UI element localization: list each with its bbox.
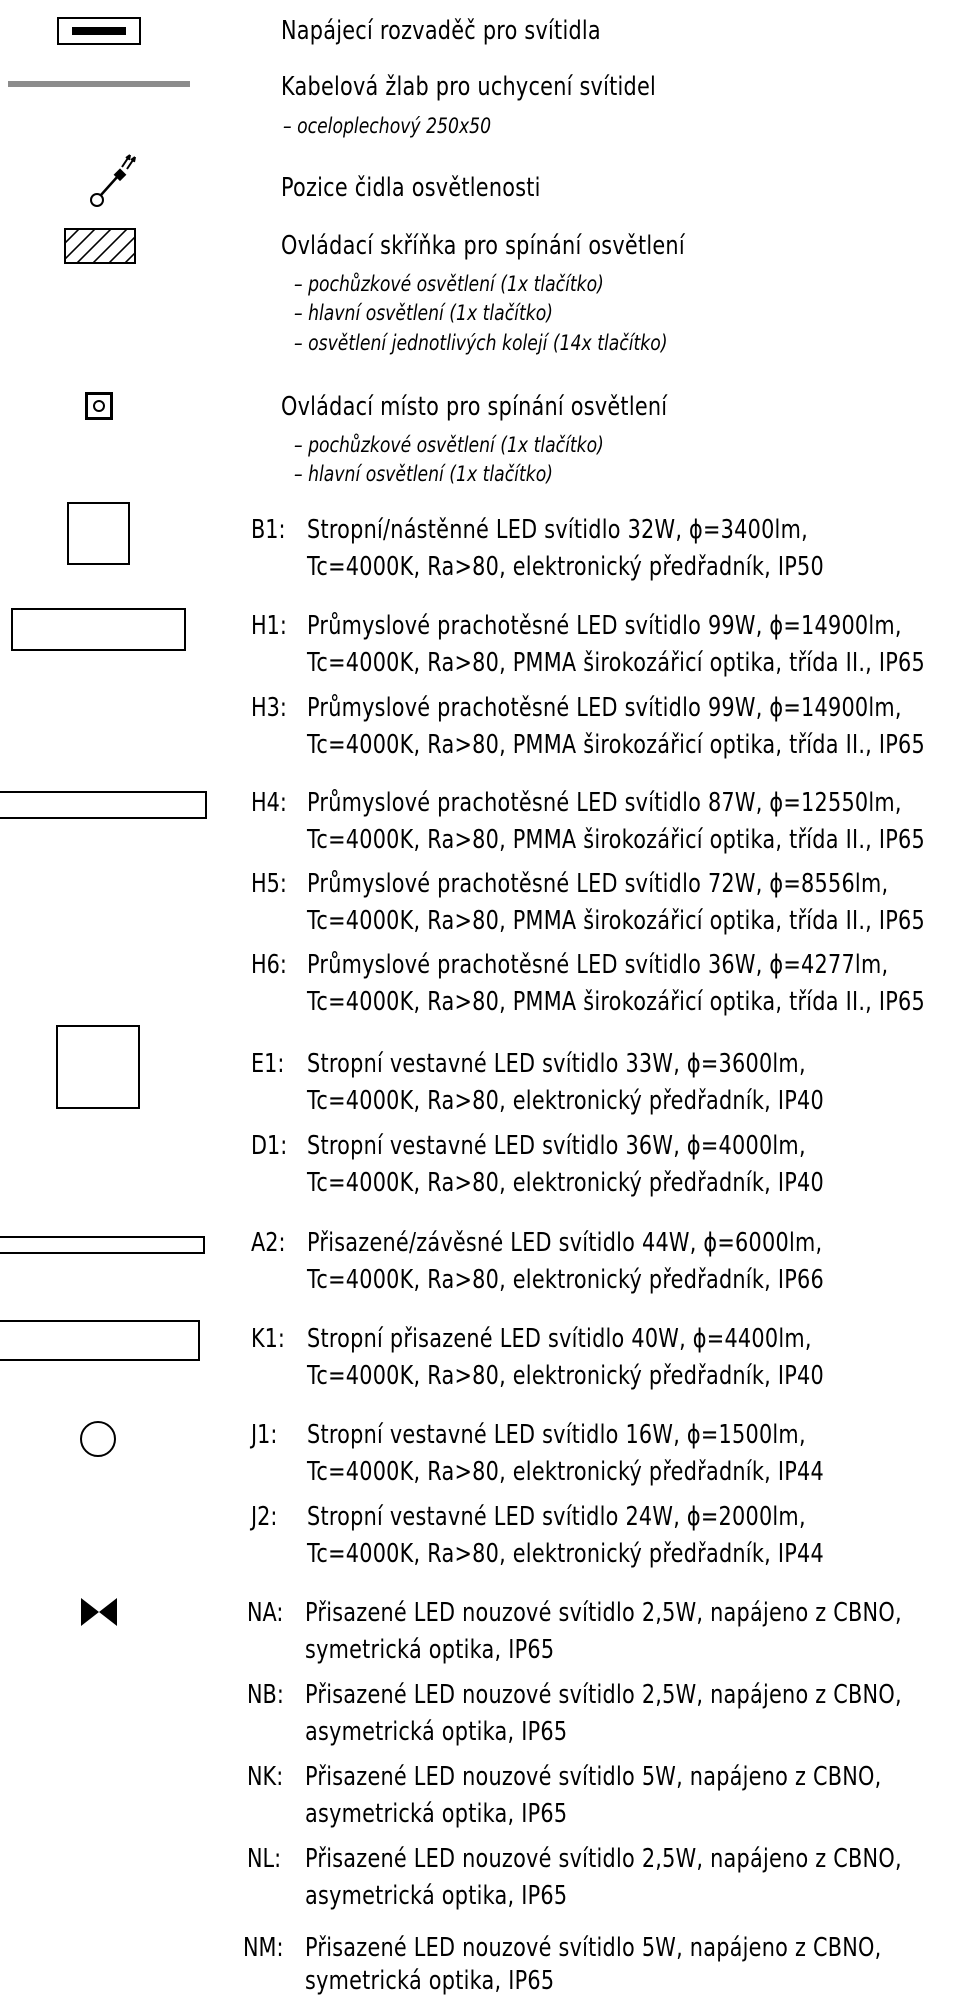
luminaire-desc: asymetrická optika, IP65 [305,1799,568,1829]
luminaire-desc: Tc=4000K, Ra>80, elektronický předřadník… [307,552,824,582]
luminaire-desc: Průmyslové prachotěsné LED svítidlo 36W,… [307,950,889,980]
legend-control-box-item: – hlavní osvětlení (1x tlačítko) [294,301,553,325]
luminaire-code: H6: [251,950,287,980]
luminaire-desc: Průmyslové prachotěsné LED svítidlo 99W,… [307,611,902,641]
luminaire-code: NA: [247,1598,284,1628]
legend-control-box: Ovládací skříňka pro spínání osvětlení [281,231,685,261]
luminaire-desc: Průmyslové prachotěsné LED svítidlo 99W,… [307,693,902,723]
emergency-light-symbol [81,1598,117,1626]
luminaire-desc: Přisazené LED nouzové svítidlo 5W, napáj… [305,1762,882,1792]
luminaire-desc: Přisazené LED nouzové svítidlo 5W, napáj… [305,1933,882,1963]
luminaire-desc: asymetrická optika, IP65 [305,1717,568,1747]
luminaire-h1-symbol [11,608,186,651]
luminaire-code: NB: [247,1680,284,1710]
luminaire-desc: Tc=4000K, Ra>80, PMMA širokozářicí optik… [307,730,925,760]
luminaire-code: H4: [251,788,287,818]
luminaire-code: NM: [243,1933,284,1963]
luminaire-desc: Stropní vestavné LED svítidlo 16W, ϕ=150… [307,1420,806,1450]
luminaire-desc: Tc=4000K, Ra>80, elektronický předřadník… [307,1457,824,1487]
luminaire-desc: Tc=4000K, Ra>80, elektronický předřadník… [307,1539,824,1569]
luminaire-code: D1: [251,1131,288,1161]
luminaire-desc: Přisazené LED nouzové svítidlo 2,5W, nap… [305,1680,902,1710]
luminaire-code: K1: [251,1324,285,1354]
luminaire-desc: Průmyslové prachotěsné LED svítidlo 87W,… [307,788,902,818]
luminaire-desc: Přisazené/závěsné LED svítidlo 44W, ϕ=60… [307,1228,823,1258]
luminaire-code: NK: [247,1762,284,1792]
legend-cable-tray-note: – oceloplechový 250x50 [283,114,492,138]
luminaire-desc: Tc=4000K, Ra>80, PMMA širokozářicí optik… [307,906,925,936]
luminaire-j1-symbol [80,1421,116,1457]
legend-light-sensor: Pozice čidla osvětlenosti [281,173,541,203]
luminaire-b1-symbol [67,502,130,565]
luminaire-code: A2: [251,1228,286,1258]
luminaire-desc: Tc=4000K, Ra>80, elektronický předřadník… [307,1265,824,1295]
luminaire-code: E1: [251,1049,285,1079]
legend-control-point-item: – hlavní osvětlení (1x tlačítko) [294,462,553,486]
luminaire-desc: Tc=4000K, Ra>80, PMMA širokozářicí optik… [307,987,925,1017]
luminaire-desc: Tc=4000K, Ra>80, elektronický předřadník… [307,1086,824,1116]
luminaire-h4-symbol [0,791,207,819]
legend-control-point: Ovládací místo pro spínání osvětlení [281,392,668,422]
luminaire-desc: symetrická optika, IP65 [305,1635,555,1665]
luminaire-e1-symbol [56,1025,140,1109]
luminaire-desc: asymetrická optika, IP65 [305,1881,568,1911]
luminaire-desc: Stropní přisazené LED svítidlo 40W, ϕ=44… [307,1324,812,1354]
luminaire-desc: Stropní vestavné LED svítidlo 33W, ϕ=360… [307,1049,806,1079]
luminaire-desc: Tc=4000K, Ra>80, PMMA širokozářicí optik… [307,648,925,678]
luminaire-k1-symbol [0,1320,200,1361]
luminaire-code: H1: [251,611,287,641]
legend-distribution-board: Napájecí rozvaděč pro svítidla [281,16,601,46]
luminaire-desc: symetrická optika, IP65 [305,1966,555,1996]
luminaire-desc: Průmyslové prachotěsné LED svítidlo 72W,… [307,869,889,899]
legend-cable-tray: Kabelová žlab pro uchycení svítidel [281,72,657,102]
luminaire-desc: Přisazené LED nouzové svítidlo 2,5W, nap… [305,1598,902,1628]
legend-control-box-item: – osvětlení jednotlivých kolejí (14x tla… [294,331,668,355]
luminaire-desc: Tc=4000K, Ra>80, elektronický předřadník… [307,1168,824,1198]
distribution-board-symbol [57,17,141,45]
cable-tray-symbol [8,81,190,87]
luminaire-code: H3: [251,693,287,723]
luminaire-code: B1: [251,515,286,545]
legend-control-box-item: – pochůzkové osvětlení (1x tlačítko) [294,272,604,296]
luminaire-desc: Tc=4000K, Ra>80, PMMA širokozářicí optik… [307,825,925,855]
light-sensor-symbol [90,154,136,207]
luminaire-code: J1: [251,1420,278,1450]
luminaire-desc: Stropní vestavné LED svítidlo 24W, ϕ=200… [307,1502,806,1532]
luminaire-code: H5: [251,869,287,899]
control-box-symbol [64,228,136,264]
legend-control-point-item: – pochůzkové osvětlení (1x tlačítko) [294,433,604,457]
luminaire-desc: Tc=4000K, Ra>80, elektronický předřadník… [307,1361,824,1391]
luminaire-a2-symbol [0,1236,205,1254]
luminaire-code: J2: [251,1502,278,1532]
luminaire-code: NL: [247,1844,282,1874]
luminaire-desc: Stropní/nástěnné LED svítidlo 32W, ϕ=340… [307,515,808,545]
luminaire-desc: Stropní vestavné LED svítidlo 36W, ϕ=400… [307,1131,806,1161]
luminaire-desc: Přisazené LED nouzové svítidlo 2,5W, nap… [305,1844,902,1874]
control-point-symbol [85,392,113,420]
